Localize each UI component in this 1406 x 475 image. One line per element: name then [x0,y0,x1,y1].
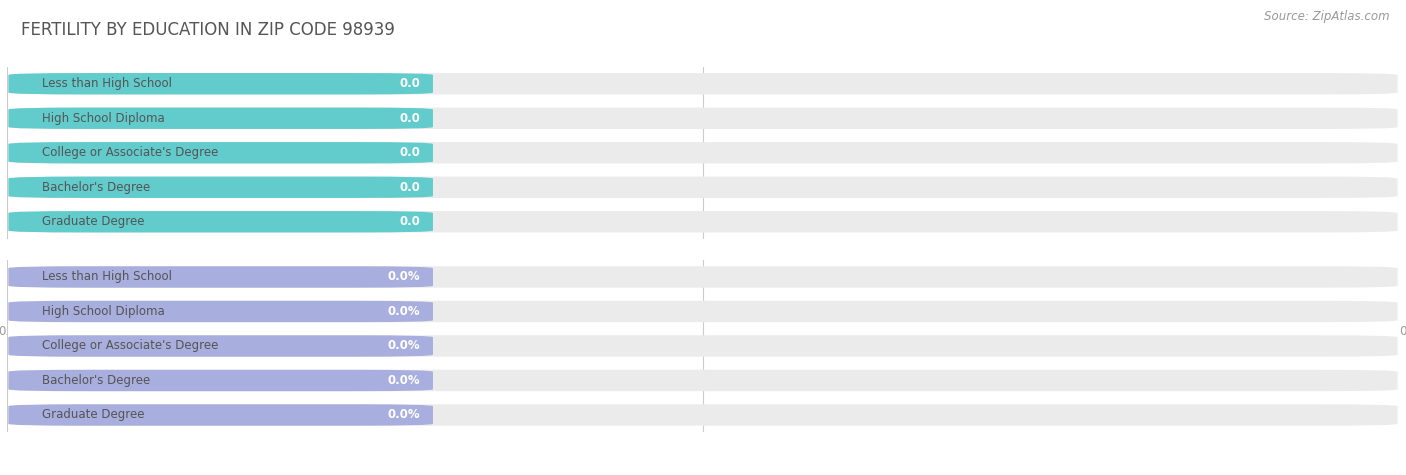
FancyBboxPatch shape [8,370,433,391]
Text: Bachelor's Degree: Bachelor's Degree [42,181,150,194]
FancyBboxPatch shape [8,335,1398,357]
Text: Less than High School: Less than High School [42,77,172,90]
Text: 0.0%: 0.0% [388,270,420,284]
Text: College or Associate's Degree: College or Associate's Degree [42,146,218,159]
Text: FERTILITY BY EDUCATION IN ZIP CODE 98939: FERTILITY BY EDUCATION IN ZIP CODE 98939 [21,21,395,39]
Text: 0.0: 0.0 [399,112,420,125]
FancyBboxPatch shape [8,301,433,322]
FancyBboxPatch shape [8,177,433,198]
Text: 0.0%: 0.0% [388,374,420,387]
FancyBboxPatch shape [8,211,433,232]
FancyBboxPatch shape [8,266,1398,288]
FancyBboxPatch shape [8,142,1398,163]
FancyBboxPatch shape [8,335,433,357]
Text: Less than High School: Less than High School [42,270,172,284]
FancyBboxPatch shape [8,107,433,129]
FancyBboxPatch shape [8,177,1398,198]
FancyBboxPatch shape [8,404,1398,426]
Text: 0.0: 0.0 [0,325,17,338]
Text: 0.0: 0.0 [693,325,713,338]
Text: 0.0: 0.0 [399,215,420,228]
FancyBboxPatch shape [8,211,1398,232]
FancyBboxPatch shape [8,266,433,288]
Text: Graduate Degree: Graduate Degree [42,408,145,421]
Text: 0.0%: 0.0% [388,305,420,318]
FancyBboxPatch shape [8,142,433,163]
FancyBboxPatch shape [8,73,433,95]
FancyBboxPatch shape [8,404,433,426]
Text: Graduate Degree: Graduate Degree [42,215,145,228]
Text: College or Associate's Degree: College or Associate's Degree [42,340,218,352]
Text: 0.0%: 0.0% [388,408,420,421]
Text: 0.0: 0.0 [1389,325,1406,338]
Text: 0.0: 0.0 [399,146,420,159]
Text: Bachelor's Degree: Bachelor's Degree [42,374,150,387]
FancyBboxPatch shape [8,73,1398,95]
Text: 0.0: 0.0 [399,181,420,194]
FancyBboxPatch shape [8,107,1398,129]
Text: 0.0: 0.0 [399,77,420,90]
Text: High School Diploma: High School Diploma [42,112,165,125]
Text: 0.0%: 0.0% [388,340,420,352]
FancyBboxPatch shape [8,370,1398,391]
Text: Source: ZipAtlas.com: Source: ZipAtlas.com [1264,10,1389,23]
FancyBboxPatch shape [8,301,1398,322]
Text: High School Diploma: High School Diploma [42,305,165,318]
